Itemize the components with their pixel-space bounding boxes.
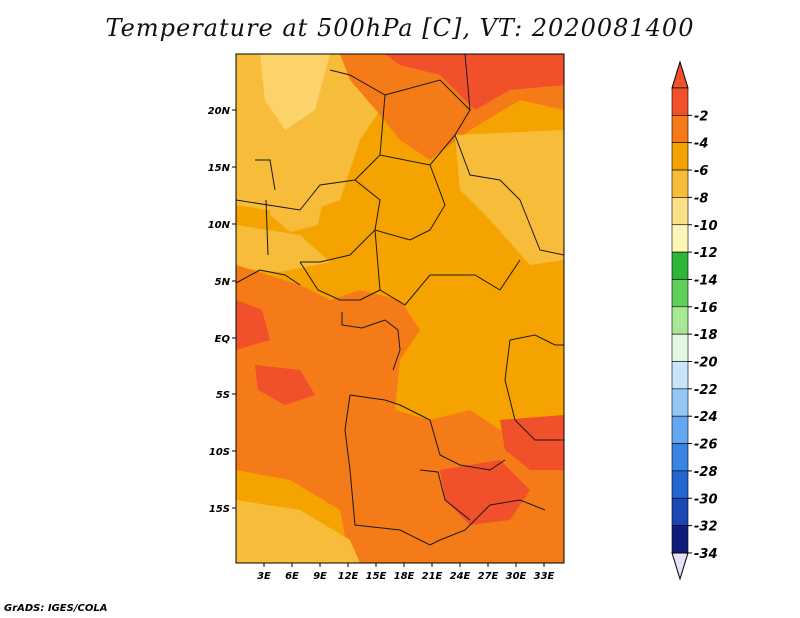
lon-tick-label: 3E [257, 571, 271, 582]
colorbar-swatch [671, 224, 689, 253]
field-atlantic-minus1 [255, 365, 315, 405]
map-frame [235, 53, 565, 564]
colorbar-swatch [671, 142, 689, 171]
colorbar-label: -34 [694, 547, 718, 562]
colorbar-label: -4 [694, 137, 708, 152]
lon-tick-label: 15E [366, 571, 387, 582]
colorbar-label: -2 [694, 109, 708, 124]
colorbar-label: -28 [694, 465, 718, 480]
colorbar-label: -24 [694, 410, 718, 425]
lat-tick-label: 10N [208, 220, 231, 231]
colorbar-swatch [671, 333, 689, 362]
grads-credit: GrADS: IGES/COLA [4, 603, 108, 614]
colorbar-swatch [671, 415, 689, 444]
lon-tick-label: 18E [394, 571, 415, 582]
temperature-field [236, 54, 564, 563]
field-sudan-minus7 [455, 130, 564, 265]
field-zambia-minus1 [440, 460, 530, 525]
lat-tick-label: 5N [215, 277, 231, 288]
field-warm-pocket-minus9 [260, 54, 330, 130]
lon-tick-label: 24E [450, 571, 471, 582]
colorbar-swatch [671, 115, 689, 143]
lat-tick-label: 5S [216, 390, 230, 401]
colorbar-upper-arrow [671, 60, 689, 89]
lat-tick-label: EQ [215, 334, 231, 345]
lon-tick-label: 6E [285, 571, 299, 582]
field-gulf-minus1 [236, 300, 270, 350]
colorbar-swatch [671, 197, 689, 226]
colorbar: -2 -4 -6 -8 -10 -12 -14 -16 -18 -20 -22 -24 -26 -28 -3… [671, 60, 718, 581]
colorbar-swatch [671, 251, 689, 280]
colorbar-label: -32 [694, 520, 718, 535]
colorbar-swatch [671, 470, 689, 499]
lat-tick-label: 10S [209, 447, 230, 458]
longitude-axis: 3E 6E 9E 12E 15E 18E 21E 24E 27E 30E 33E [257, 563, 555, 582]
lon-tick-label: 33E [534, 571, 555, 582]
latitude-axis: 20N 15N 10N 5N EQ 5S 10S 15S [208, 106, 236, 515]
field-northeast-minus1 [385, 54, 564, 110]
colorbar-swatch [671, 443, 689, 472]
colorbar-label: -20 [694, 356, 718, 371]
lon-tick-label: 12E [338, 571, 359, 582]
colorbar-swatch [671, 279, 689, 308]
lat-tick-label: 20N [208, 106, 231, 117]
colorbar-swatch [671, 87, 689, 116]
colorbar-label: -18 [694, 328, 718, 343]
map-title: Temperature at 500hPa [C], VT: 202008140… [105, 14, 695, 42]
colorbar-label: -8 [694, 191, 708, 206]
colorbar-swatch [671, 497, 689, 526]
colorbar-swatch [671, 306, 689, 335]
lon-tick-label: 27E [478, 571, 499, 582]
lon-tick-label: 9E [313, 571, 327, 582]
colorbar-swatch [671, 388, 689, 417]
lon-tick-label: 30E [506, 571, 527, 582]
colorbar-label: -6 [694, 164, 708, 179]
colorbar-label: -12 [694, 246, 718, 261]
lat-tick-label: 15N [208, 163, 231, 174]
colorbar-label: -30 [694, 492, 718, 507]
lat-tick-label: 15S [209, 504, 230, 515]
field-nigeria-minus7 [270, 178, 325, 232]
colorbar-label: -14 [694, 273, 718, 288]
lon-tick-label: 21E [422, 571, 443, 582]
field-southwest-minus7 [236, 500, 360, 563]
country-borders [236, 54, 564, 546]
field-coast-minus7 [236, 225, 330, 272]
colorbar-label: -22 [694, 383, 718, 398]
field-tanzania-minus1 [500, 415, 564, 470]
colorbar-swatch [671, 361, 689, 390]
colorbar-lower-arrow [671, 552, 689, 581]
colorbar-label: -10 [694, 219, 718, 234]
colorbar-swatch [671, 169, 689, 198]
colorbar-label: -16 [694, 301, 718, 316]
colorbar-swatch [671, 525, 689, 554]
colorbar-label: -26 [694, 438, 718, 453]
